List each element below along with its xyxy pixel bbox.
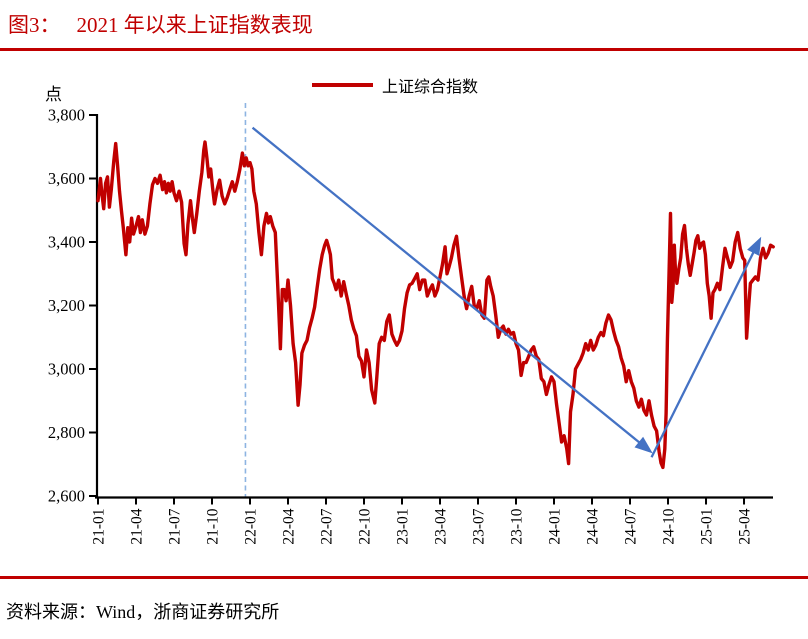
figure-title: 2021 年以来上证指数表现	[76, 13, 313, 37]
y-axis-unit-label: 点	[45, 85, 62, 104]
trend-arrow-decline-line	[251, 126, 644, 447]
y-axis-tick-label: 3,000	[48, 360, 85, 379]
chart-legend: 上证综合指数	[312, 75, 479, 96]
legend-line-swatch	[312, 83, 373, 87]
x-axis-tick-label: 25-04	[737, 508, 754, 544]
y-axis-tick-label: 3,200	[48, 296, 85, 315]
x-axis-tick-label: 23-10	[509, 508, 526, 544]
x-axis-tick-label: 22-01	[243, 509, 260, 545]
x-axis-tick-label: 24-10	[661, 508, 678, 544]
series-line-sse-composite	[96, 140, 775, 470]
footer-divider-rule	[0, 576, 808, 579]
trend-arrow-decline-head	[634, 436, 653, 454]
x-axis-tick-label: 21-07	[167, 508, 184, 544]
x-axis-tick-label: 24-07	[623, 508, 640, 544]
y-axis-tick-label: 3,600	[48, 169, 85, 188]
x-axis-tick-label: 21-04	[129, 508, 146, 544]
x-axis-tick-label: 24-04	[585, 508, 602, 544]
data-source-note: 资料来源：Wind，浙商证券研究所	[6, 602, 280, 622]
trend-arrow-rally-head	[747, 236, 762, 256]
x-axis-tick-label: 25-01	[699, 509, 716, 545]
x-axis-tick-label: 22-07	[319, 508, 336, 544]
x-axis-tick-label: 22-10	[357, 508, 374, 544]
x-axis-tick-label: 21-01	[91, 509, 108, 545]
figure-number-label: 图3：	[8, 13, 61, 37]
y-axis-tick-label: 3,400	[48, 233, 85, 252]
y-axis-tick-label: 2,800	[48, 423, 85, 442]
x-axis-tick-label: 23-01	[395, 509, 412, 545]
x-axis-tick-label: 21-10	[205, 508, 222, 544]
x-axis-tick-label: 24-01	[547, 509, 564, 545]
figure-title-row: 图3： 2021 年以来上证指数表现	[8, 9, 313, 39]
x-axis-tick-label: 22-04	[281, 508, 298, 544]
title-divider-rule	[0, 48, 808, 51]
trend-arrow-rally-line	[650, 247, 757, 458]
y-axis-tick-label: 2,600	[48, 487, 85, 506]
x-axis-tick-label: 23-07	[471, 508, 488, 544]
y-axis-tick-label: 3,800	[48, 106, 85, 125]
x-axis-tick-label: 23-04	[433, 508, 450, 544]
legend-series-label: 上证综合指数	[382, 79, 479, 96]
